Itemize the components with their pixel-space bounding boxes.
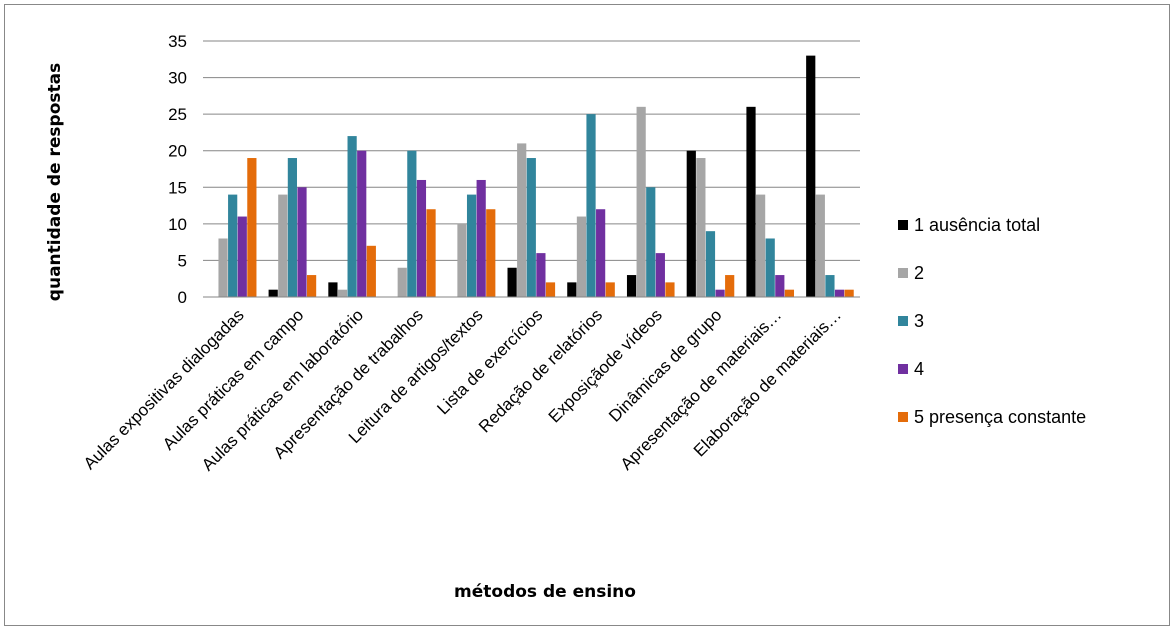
- bar-1-ausencia-total-elaboracao-de-materiais: [806, 55, 816, 297]
- y-axis-title: quantidade de respostas: [45, 63, 65, 301]
- bar-3-elaboracao-de-materiais: [825, 275, 835, 297]
- bar-2-aulas-praticas-em-laboratorio: [337, 289, 348, 297]
- bar-2-apresentacao-de-trabalhos: [397, 267, 407, 297]
- y-tick-label: 15: [168, 178, 187, 197]
- x-tick-label: Lista de exercícios: [433, 305, 546, 418]
- bar-3-aulas-expositivas-dialogadas: [228, 194, 238, 297]
- bar-3-aulas-praticas-em-campo: [287, 158, 297, 297]
- bar-2-aulas-expositivas-dialogadas: [218, 238, 228, 297]
- y-tick-label: 5: [178, 251, 187, 270]
- bar-2-redacao-de-relatorios: [576, 216, 587, 297]
- bar-1-ausencia-total-lista-de-exercicios: [507, 267, 517, 297]
- bar-2-apresentacao-de-materiais: [756, 194, 766, 297]
- y-tick-label: 0: [178, 288, 187, 307]
- y-tick-label: 30: [168, 69, 187, 88]
- bar-4-leitura-de-artigos-textos: [476, 179, 486, 297]
- bar-5-presenca-constante-leitura-de-artigos-textos: [486, 209, 496, 297]
- y-tick-label: 20: [168, 142, 187, 161]
- bars: [218, 55, 854, 298]
- bar-3-apresentacao-de-materiais: [765, 238, 775, 297]
- bar-4-elaboracao-de-materiais: [834, 289, 845, 297]
- legend-label: 1 ausência total: [914, 215, 1040, 235]
- bar-3-exposicaode-videos: [646, 187, 656, 297]
- y-tick-label: 25: [168, 105, 187, 124]
- bar-1-ausencia-total-redacao-de-relatorios: [567, 282, 577, 297]
- x-tick-label: Exposiçãode vídeos: [545, 305, 666, 426]
- legend-swatch-5-presenca-constante: [898, 412, 908, 422]
- bar-5-presenca-constante-lista-de-exercicios: [545, 282, 556, 297]
- bar-4-aulas-expositivas-dialogadas: [237, 216, 247, 297]
- bar-1-ausencia-total-aulas-praticas-em-laboratorio: [328, 282, 338, 297]
- bar-3-leitura-de-artigos-textos: [466, 194, 477, 297]
- legend-label: 3: [914, 311, 924, 331]
- bar-1-ausencia-total-aulas-praticas-em-campo: [268, 289, 278, 297]
- bar-4-aulas-praticas-em-campo: [297, 187, 307, 297]
- bar-2-dinamicas-de-grupo: [696, 158, 706, 297]
- x-tick-label: Dinâmicas de grupo: [605, 305, 725, 425]
- bar-2-exposicaode-videos: [636, 106, 646, 297]
- legend-swatch-1-ausencia-total: [898, 220, 908, 230]
- y-axis-ticks: 0 5 10 15 20 25 30 35: [168, 32, 187, 307]
- bar-4-redacao-de-relatorios: [596, 209, 606, 297]
- bar-1-ausencia-total-apresentacao-de-materiais: [746, 106, 756, 297]
- bar-2-aulas-praticas-em-campo: [278, 194, 288, 297]
- bar-5-presenca-constante-redacao-de-relatorios: [605, 282, 615, 297]
- legend-label: 5 presença constante: [914, 407, 1086, 427]
- chart-frame: [4, 4, 1170, 626]
- bar-4-aulas-praticas-em-laboratorio: [357, 150, 367, 297]
- bar-3-dinamicas-de-grupo: [705, 231, 716, 297]
- legend-label: 4: [914, 359, 924, 379]
- legend: 1 ausência total 2 3 4 5 presença constante: [898, 215, 1086, 427]
- bar-1-ausencia-total-dinamicas-de-grupo: [686, 150, 696, 297]
- bar-3-aulas-praticas-em-laboratorio: [347, 136, 357, 297]
- y-tick-label: 10: [168, 215, 187, 234]
- bar-5-presenca-constante-apresentacao-de-trabalhos: [426, 209, 436, 297]
- bar-2-elaboracao-de-materiais: [815, 194, 825, 297]
- bar-5-presenca-constante-aulas-expositivas-dialogadas: [247, 158, 257, 297]
- legend-swatch-4: [898, 364, 908, 374]
- bar-5-presenca-constante-apresentacao-de-materiais: [784, 289, 795, 297]
- bar-1-ausencia-total-exposicaode-videos: [626, 275, 637, 297]
- bar-5-presenca-constante-dinamicas-de-grupo: [725, 275, 735, 297]
- bar-4-lista-de-exercicios: [536, 253, 546, 297]
- bar-4-exposicaode-videos: [655, 253, 665, 297]
- bar-2-leitura-de-artigos-textos: [457, 223, 467, 297]
- bar-2-lista-de-exercicios: [517, 143, 527, 297]
- bar-5-presenca-constante-aulas-praticas-em-laboratorio: [366, 245, 376, 297]
- legend-label: 2: [914, 263, 924, 283]
- y-tick-label: 35: [168, 32, 187, 51]
- x-axis-title: métodos de ensino: [454, 582, 636, 602]
- bar-5-presenca-constante-aulas-praticas-em-campo: [306, 275, 317, 297]
- bar-4-apresentacao-de-materiais: [775, 275, 785, 297]
- legend-swatch-3: [898, 316, 908, 326]
- bar-5-presenca-constante-exposicaode-videos: [665, 282, 675, 297]
- bar-5-presenca-constante-elaboracao-de-materiais: [844, 289, 854, 297]
- bar-3-apresentacao-de-trabalhos: [407, 150, 417, 297]
- bar-4-dinamicas-de-grupo: [715, 289, 725, 297]
- bar-3-redacao-de-relatorios: [586, 114, 596, 298]
- bar-3-lista-de-exercicios: [526, 158, 536, 297]
- bar-4-apresentacao-de-trabalhos: [416, 179, 427, 297]
- legend-swatch-2: [898, 268, 908, 278]
